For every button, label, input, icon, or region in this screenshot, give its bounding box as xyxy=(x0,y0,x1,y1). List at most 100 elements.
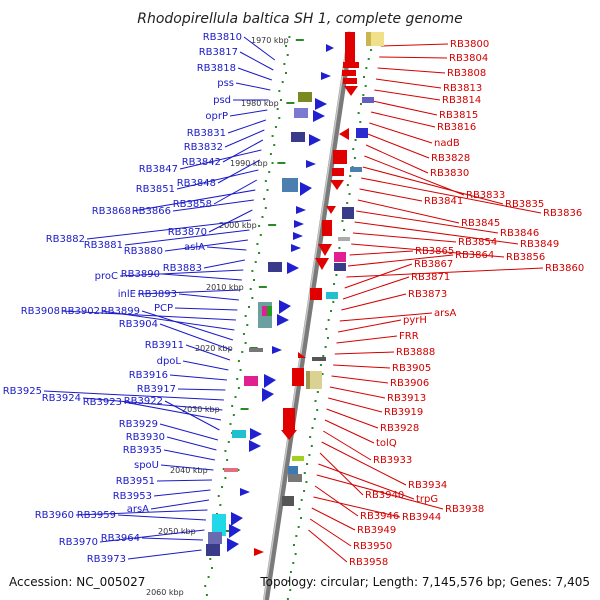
gene-label[interactable]: RB3935 xyxy=(123,445,162,456)
gene-label[interactable]: RB3828 xyxy=(431,153,470,164)
gene-label[interactable]: RB3970 xyxy=(59,537,98,548)
gc-dot xyxy=(348,193,351,195)
gene-label[interactable]: dpoL xyxy=(157,356,182,367)
gene-label[interactable]: RB3835 xyxy=(505,199,544,210)
gene-label[interactable]: RB3836 xyxy=(543,208,582,219)
gene-label[interactable]: RB3950 xyxy=(353,541,392,552)
gene-label[interactable]: RB3830 xyxy=(430,168,469,179)
gene-label[interactable]: RB3923 xyxy=(83,397,122,408)
gene-label[interactable]: proC xyxy=(95,271,118,282)
gene-label[interactable]: RB3814 xyxy=(442,95,481,106)
gene-label[interactable]: RB3882 xyxy=(46,234,85,245)
gene-label[interactable]: spoU xyxy=(134,460,159,471)
gene-label[interactable]: RB3902 xyxy=(61,306,100,317)
gene-label[interactable]: FRR xyxy=(399,331,419,342)
gene-label[interactable]: RB3929 xyxy=(119,419,158,430)
gene-label[interactable]: aslA xyxy=(184,242,205,253)
gene-label[interactable]: RB3847 xyxy=(139,164,178,175)
gene-label[interactable]: RB3893 xyxy=(138,289,177,300)
gene-label[interactable]: RB3866 xyxy=(132,206,171,217)
gene-label[interactable]: RB3851 xyxy=(136,184,175,195)
gene-label[interactable]: trpG xyxy=(416,494,438,505)
gene-label[interactable]: arsA xyxy=(434,308,456,319)
gene-label[interactable]: RB3870 xyxy=(168,227,207,238)
gene-label[interactable]: tolQ xyxy=(376,438,397,449)
gene-label[interactable]: RB3973 xyxy=(87,554,126,565)
gene-label[interactable]: RB3904 xyxy=(119,319,158,330)
gene-label[interactable]: RB3917 xyxy=(137,384,176,395)
gene-label[interactable]: RB3800 xyxy=(450,39,489,50)
gene-label[interactable]: RB3925 xyxy=(3,386,42,397)
gene-label[interactable]: RB3865 xyxy=(415,246,454,257)
gene-label[interactable]: RB3854 xyxy=(458,237,497,248)
gene-label[interactable]: RB3842 xyxy=(182,157,221,168)
gene-label[interactable]: RB3899 xyxy=(101,306,140,317)
gene-label[interactable]: RB3922 xyxy=(124,396,163,407)
gene-label[interactable]: nadB xyxy=(434,138,460,149)
gene-label[interactable]: RB3860 xyxy=(545,263,584,274)
gene-label[interactable]: RB3946 xyxy=(360,511,399,522)
gene-label[interactable]: RB3867 xyxy=(414,259,453,270)
gene-label[interactable]: RB3960 xyxy=(35,510,74,521)
gene-label[interactable]: RB3849 xyxy=(520,239,559,250)
gene-label[interactable]: RB3919 xyxy=(384,407,423,418)
connector-line xyxy=(150,499,210,510)
gene-label[interactable]: RB3816 xyxy=(437,122,476,133)
gene-label[interactable]: RB3908 xyxy=(21,306,60,317)
gene-label[interactable]: RB3831 xyxy=(187,128,226,139)
gene-label[interactable]: RB3808 xyxy=(447,68,486,79)
gene-label[interactable]: RB3864 xyxy=(455,250,494,261)
gene-label[interactable]: RB3815 xyxy=(439,110,478,121)
gene-label[interactable]: RB3818 xyxy=(197,63,236,74)
gene-label[interactable]: RB3841 xyxy=(424,196,463,207)
gene-label[interactable]: RB3964 xyxy=(101,533,140,544)
gene-label[interactable]: PCP xyxy=(154,303,173,314)
gene-label[interactable]: RB3953 xyxy=(113,491,152,502)
gene-label[interactable]: RB3845 xyxy=(461,218,500,229)
gene-label[interactable]: RB3881 xyxy=(84,240,123,251)
gene-label[interactable]: RB3958 xyxy=(349,557,388,568)
gene-label[interactable]: RB3856 xyxy=(506,252,545,263)
gene-label[interactable]: pss xyxy=(217,78,234,89)
gene-label[interactable]: RB3804 xyxy=(449,53,488,64)
gene-label[interactable]: RB3846 xyxy=(500,228,539,239)
gene-label[interactable]: RB3817 xyxy=(199,47,238,58)
gene-label[interactable]: RB3883 xyxy=(163,263,202,274)
gene-label[interactable]: RB3924 xyxy=(42,393,81,404)
gene-label[interactable]: RB3959 xyxy=(77,510,116,521)
feature-track xyxy=(206,32,384,556)
gene-label[interactable]: RB3940 xyxy=(365,490,404,501)
gene-label[interactable]: RB3951 xyxy=(116,476,155,487)
gene-label[interactable]: oprP xyxy=(205,111,228,122)
gene-label[interactable]: psd xyxy=(213,95,231,106)
connector-line xyxy=(243,36,276,61)
gene-label[interactable]: RB3911 xyxy=(145,340,184,351)
gene-label[interactable]: RB3813 xyxy=(443,83,482,94)
gene-label[interactable]: RB3871 xyxy=(411,272,450,283)
gene-label[interactable]: RB3934 xyxy=(408,480,447,491)
gene-label[interactable]: inlE xyxy=(118,289,136,300)
gene-label[interactable]: arsA xyxy=(127,504,149,515)
gene-label[interactable]: RB3832 xyxy=(184,142,223,153)
gene-label[interactable]: RB3938 xyxy=(445,504,484,515)
gc-dot xyxy=(264,207,267,209)
gene-label[interactable]: RB3880 xyxy=(124,246,163,257)
gene-label[interactable]: pyrH xyxy=(403,315,427,326)
gene-label[interactable]: RB3913 xyxy=(387,393,426,404)
gene-label[interactable]: RB3933 xyxy=(373,455,412,466)
gene-label[interactable]: RB3888 xyxy=(396,347,435,358)
gene-label[interactable]: RB3873 xyxy=(408,289,447,300)
gene-label[interactable]: RB3868 xyxy=(92,206,131,217)
gene-label[interactable]: RB3944 xyxy=(402,512,441,523)
gene-label[interactable]: RB3833 xyxy=(466,190,505,201)
gene-label[interactable]: RB3906 xyxy=(390,378,429,389)
gene-label[interactable]: RB3890 xyxy=(121,269,160,280)
gene-label[interactable]: RB3858 xyxy=(173,199,212,210)
gene-label[interactable]: RB3949 xyxy=(357,525,396,536)
gene-label[interactable]: RB3930 xyxy=(126,432,165,443)
gene-label[interactable]: RB3810 xyxy=(203,32,242,43)
gene-label[interactable]: RB3905 xyxy=(392,363,431,374)
gene-label[interactable]: RB3916 xyxy=(129,370,168,381)
gene-label[interactable]: RB3848 xyxy=(177,178,216,189)
gene-label[interactable]: RB3928 xyxy=(380,423,419,434)
